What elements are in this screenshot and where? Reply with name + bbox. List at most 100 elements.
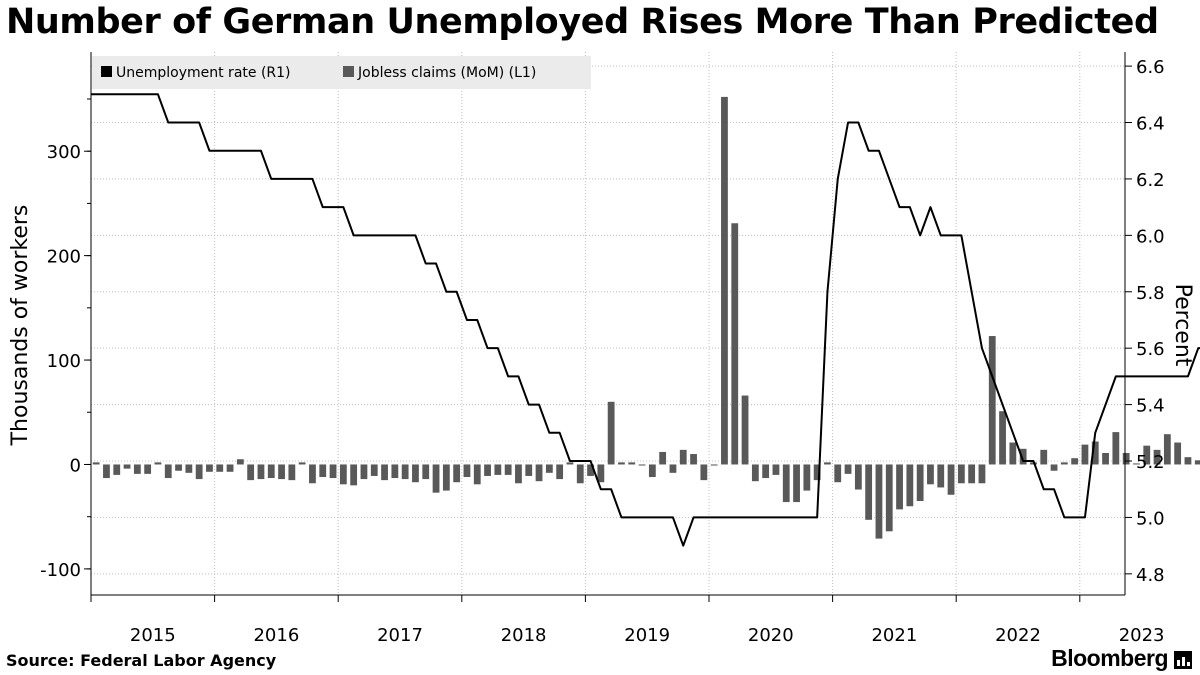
bar-jobless-claims xyxy=(854,464,862,490)
bar-jobless-claims xyxy=(813,464,821,481)
bar-jobless-claims xyxy=(906,464,914,507)
bar-jobless-claims xyxy=(844,464,852,474)
bar-jobless-claims xyxy=(1153,449,1161,465)
bar-jobless-claims xyxy=(638,464,646,466)
bar-jobless-claims xyxy=(896,464,903,510)
bar-jobless-claims xyxy=(947,464,955,495)
bar-jobless-claims xyxy=(824,462,831,465)
chart-title: Number of German Unemployed Rises More T… xyxy=(6,2,1159,42)
bar-jobless-claims xyxy=(92,462,100,465)
bar-jobless-claims xyxy=(494,464,502,475)
legend-background xyxy=(92,56,591,89)
bar-jobless-claims xyxy=(710,464,718,466)
bar-jobless-claims xyxy=(1102,452,1109,465)
bar-jobless-claims xyxy=(690,454,697,465)
bar-jobless-claims xyxy=(257,464,265,480)
bar-jobless-claims xyxy=(1184,457,1192,465)
left-axis-tick-label: 200 xyxy=(47,247,81,268)
bar-jobless-claims xyxy=(545,464,553,473)
bar-jobless-claims xyxy=(731,223,739,465)
bar-jobless-claims xyxy=(700,464,708,481)
bar-jobless-claims xyxy=(793,464,800,503)
bar-jobless-claims xyxy=(556,464,564,480)
bar-jobless-claims xyxy=(1091,441,1099,465)
bar-jobless-claims xyxy=(597,464,605,483)
bar-jobless-claims xyxy=(329,464,337,479)
bar-jobless-claims xyxy=(432,464,440,493)
bar-jobless-claims xyxy=(566,462,574,465)
bar-chart-icon xyxy=(1174,651,1192,669)
bar-jobless-claims xyxy=(721,96,728,465)
bar-jobless-claims xyxy=(350,464,358,486)
gridlines xyxy=(91,52,1125,595)
bar-jobless-claims xyxy=(319,464,327,478)
bar-jobless-claims xyxy=(988,336,996,465)
bar-jobless-claims xyxy=(999,411,1006,465)
right-axis-tick-label: 6.6 xyxy=(1136,57,1165,78)
bar-jobless-claims xyxy=(1174,442,1182,465)
x-tick-label: 2017 xyxy=(377,625,423,646)
x-tick-label: 2016 xyxy=(253,625,299,646)
bar-jobless-claims xyxy=(370,464,378,476)
bar-jobless-claims xyxy=(1112,432,1120,465)
x-tick-label: 2022 xyxy=(995,625,1041,646)
bar-jobless-claims xyxy=(298,462,306,465)
x-tick-label: 2020 xyxy=(748,625,794,646)
right-axis-tick-label: 5.0 xyxy=(1136,508,1165,529)
bar-jobless-claims xyxy=(504,464,512,475)
bar-jobless-claims xyxy=(875,464,883,539)
bar-jobless-claims xyxy=(401,464,409,480)
bar-jobless-claims xyxy=(164,464,172,479)
bar-jobless-claims xyxy=(154,462,162,465)
bar-jobless-claims xyxy=(278,464,285,480)
bar-jobless-claims xyxy=(628,462,636,465)
bar-jobless-claims xyxy=(442,464,450,491)
bar-jobless-claims xyxy=(175,464,182,471)
bar-jobless-claims xyxy=(1194,460,1200,465)
bar-jobless-claims xyxy=(751,464,759,482)
bar-jobless-claims xyxy=(937,464,945,488)
bar-jobless-claims xyxy=(185,464,193,473)
left-axis-tick-label: 300 xyxy=(47,142,81,163)
right-axis-tick-label: 4.8 xyxy=(1136,565,1165,586)
bar-jobless-claims xyxy=(772,464,780,475)
right-axis-tick-label: 5.4 xyxy=(1136,396,1165,417)
bar-jobless-claims xyxy=(1133,463,1140,465)
bar-jobless-claims xyxy=(515,464,522,484)
x-tick-label: 2021 xyxy=(871,625,917,646)
bar-jobless-claims xyxy=(885,464,893,532)
bar-jobless-claims xyxy=(607,401,615,465)
bar-jobless-claims xyxy=(267,464,275,479)
legend-label-unemployment-rate: Unemployment rate (R1) xyxy=(116,65,291,81)
right-axis-tick-label: 5.6 xyxy=(1136,339,1165,360)
bar-jobless-claims xyxy=(618,462,625,465)
bar-series xyxy=(92,96,1200,539)
left-axis-tick-label: 0 xyxy=(70,455,81,476)
bar-jobless-claims xyxy=(679,449,687,465)
right-axis-tick-label: 5.8 xyxy=(1136,283,1165,304)
right-axis-label: Percent xyxy=(1170,284,1195,367)
bar-jobless-claims xyxy=(927,464,934,485)
bar-jobless-claims xyxy=(288,464,296,481)
bar-jobless-claims xyxy=(968,464,976,484)
bar-jobless-claims xyxy=(1143,445,1151,465)
bar-jobless-claims xyxy=(957,464,965,484)
x-tick-label: 2015 xyxy=(130,625,176,646)
bar-jobless-claims xyxy=(1071,458,1079,465)
bar-jobless-claims xyxy=(1040,449,1048,465)
bar-jobless-claims xyxy=(133,464,141,474)
bar-jobless-claims xyxy=(659,451,667,465)
bar-jobless-claims xyxy=(113,464,121,475)
bar-jobless-claims xyxy=(1081,444,1089,465)
bar-jobless-claims xyxy=(422,464,430,480)
bar-jobless-claims xyxy=(648,464,656,478)
bloomberg-logo: Bloomberg xyxy=(1051,645,1192,672)
bar-jobless-claims xyxy=(391,464,399,479)
line-series xyxy=(91,93,1200,547)
bar-jobless-claims xyxy=(339,464,347,485)
bar-jobless-claims xyxy=(360,464,368,480)
bar-jobless-claims xyxy=(741,395,749,465)
bar-jobless-claims xyxy=(762,464,770,479)
bar-jobless-claims xyxy=(587,464,594,476)
